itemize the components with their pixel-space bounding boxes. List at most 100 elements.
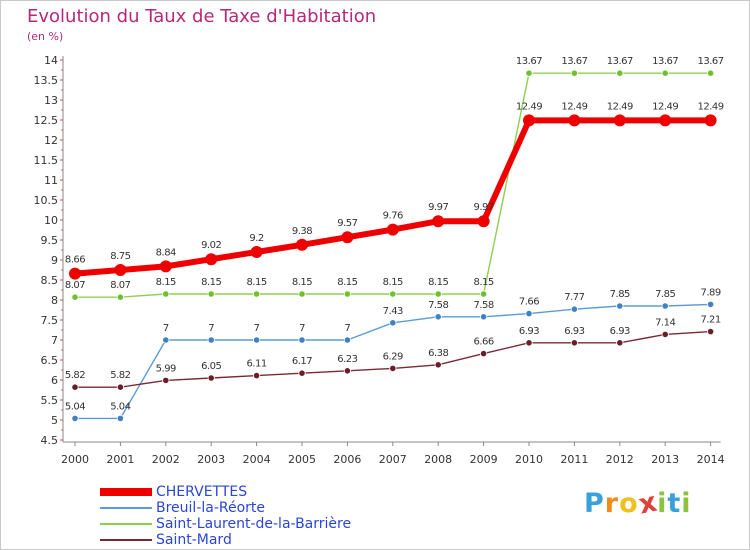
data-point [389, 364, 397, 372]
data-label: 7 [163, 323, 169, 334]
chart-axes: 4.555.566.577.588.599.51010.51111.51212.… [34, 54, 725, 466]
data-point [479, 349, 488, 358]
data-point [661, 302, 669, 310]
data-label: 7.21 [700, 315, 720, 326]
data-label: 6.23 [337, 354, 357, 365]
data-point [525, 309, 533, 318]
data-point [570, 69, 579, 77]
y-tick-label: 13.5 [34, 74, 59, 87]
data-label: 7 [254, 323, 260, 334]
data-point [434, 290, 442, 298]
data-label: 13.67 [516, 56, 542, 67]
data-label: 6.17 [292, 356, 312, 367]
legend-swatch [100, 507, 152, 509]
proxiti-logo: Proxiti [584, 486, 692, 520]
data-point [477, 215, 490, 228]
y-tick-label: 7.5 [41, 314, 59, 327]
data-label: 8.15 [383, 277, 403, 288]
data-label: 8.15 [292, 277, 312, 288]
data-point [479, 290, 488, 298]
x-tick-label: 2002 [152, 453, 180, 466]
data-label: 13.67 [607, 56, 633, 67]
data-point [298, 290, 306, 298]
legend-swatch [100, 523, 152, 525]
data-label: 7.89 [700, 287, 720, 298]
data-label: 8.66 [65, 255, 85, 266]
data-point [253, 336, 261, 344]
data-point [570, 305, 579, 313]
x-tick-label: 2012 [606, 453, 634, 466]
logo-letter: i [681, 488, 692, 519]
data-label: 7.58 [428, 300, 448, 311]
x-tick-label: 2006 [333, 453, 361, 466]
data-label: 8.15 [473, 277, 493, 288]
x-tick-label: 2004 [243, 453, 271, 466]
y-tick-label: 11 [44, 174, 58, 187]
data-point [706, 327, 715, 336]
data-point [568, 114, 581, 127]
data-label: 8.15 [428, 277, 448, 288]
data-point [616, 69, 624, 77]
data-label: 7 [208, 323, 214, 334]
legend-label: Saint-Mard [156, 532, 232, 548]
logo-letter: o [619, 488, 639, 519]
data-point [389, 319, 397, 327]
data-label: 6.93 [564, 326, 584, 337]
x-tick-label: 2010 [515, 453, 543, 466]
data-point [253, 371, 261, 380]
data-label: 7.66 [519, 297, 539, 308]
data-label: 6.93 [610, 326, 630, 337]
y-tick-label: 9 [51, 254, 58, 267]
data-label: 13.67 [561, 56, 587, 67]
data-label: 8.15 [246, 277, 266, 288]
data-point [479, 313, 488, 321]
data-point [570, 339, 579, 347]
data-point [525, 339, 533, 347]
series-lines [69, 69, 717, 422]
data-label: 9.76 [383, 211, 403, 222]
logo-letter: r [604, 488, 620, 519]
data-label: 9.97 [473, 202, 493, 213]
data-point [162, 336, 170, 344]
data-label: 6.11 [246, 359, 266, 370]
data-label: 5.82 [65, 370, 85, 381]
data-point [389, 290, 397, 298]
data-point [386, 223, 399, 236]
data-point [298, 369, 306, 377]
y-tick-label: 9.5 [41, 234, 59, 247]
legend-swatch [100, 539, 152, 541]
y-tick-label: 6 [51, 374, 58, 387]
data-label: 7.43 [383, 306, 403, 317]
data-label: 6.05 [201, 361, 221, 372]
data-point [71, 414, 79, 422]
data-label: 13.67 [652, 56, 678, 67]
x-tick-label: 2008 [424, 453, 452, 466]
data-point [114, 264, 127, 276]
data-point [706, 300, 715, 308]
data-label: 6.93 [519, 326, 539, 337]
data-point [71, 383, 79, 391]
y-tick-label: 5.5 [41, 394, 59, 407]
data-point [71, 293, 79, 301]
y-tick-label: 10.5 [34, 194, 59, 207]
y-tick-label: 6.5 [41, 354, 59, 367]
data-label: 7.85 [610, 289, 630, 300]
x-tick-label: 2000 [61, 453, 89, 466]
data-point [432, 215, 445, 228]
data-label: 5.04 [65, 401, 85, 412]
data-label: 6.38 [428, 348, 448, 359]
y-tick-label: 12.5 [34, 114, 59, 127]
y-tick-label: 14 [44, 54, 58, 67]
y-tick-label: 10 [44, 214, 58, 227]
data-label: 12.49 [652, 101, 678, 112]
data-point [343, 290, 351, 298]
data-label: 6.66 [473, 337, 493, 348]
data-point [525, 69, 533, 77]
data-point [162, 376, 170, 384]
data-label: 8.15 [156, 277, 176, 288]
data-label: 8.15 [337, 277, 357, 288]
data-label: 12.49 [561, 101, 587, 112]
legend-swatch [100, 488, 152, 496]
data-point [661, 69, 669, 77]
